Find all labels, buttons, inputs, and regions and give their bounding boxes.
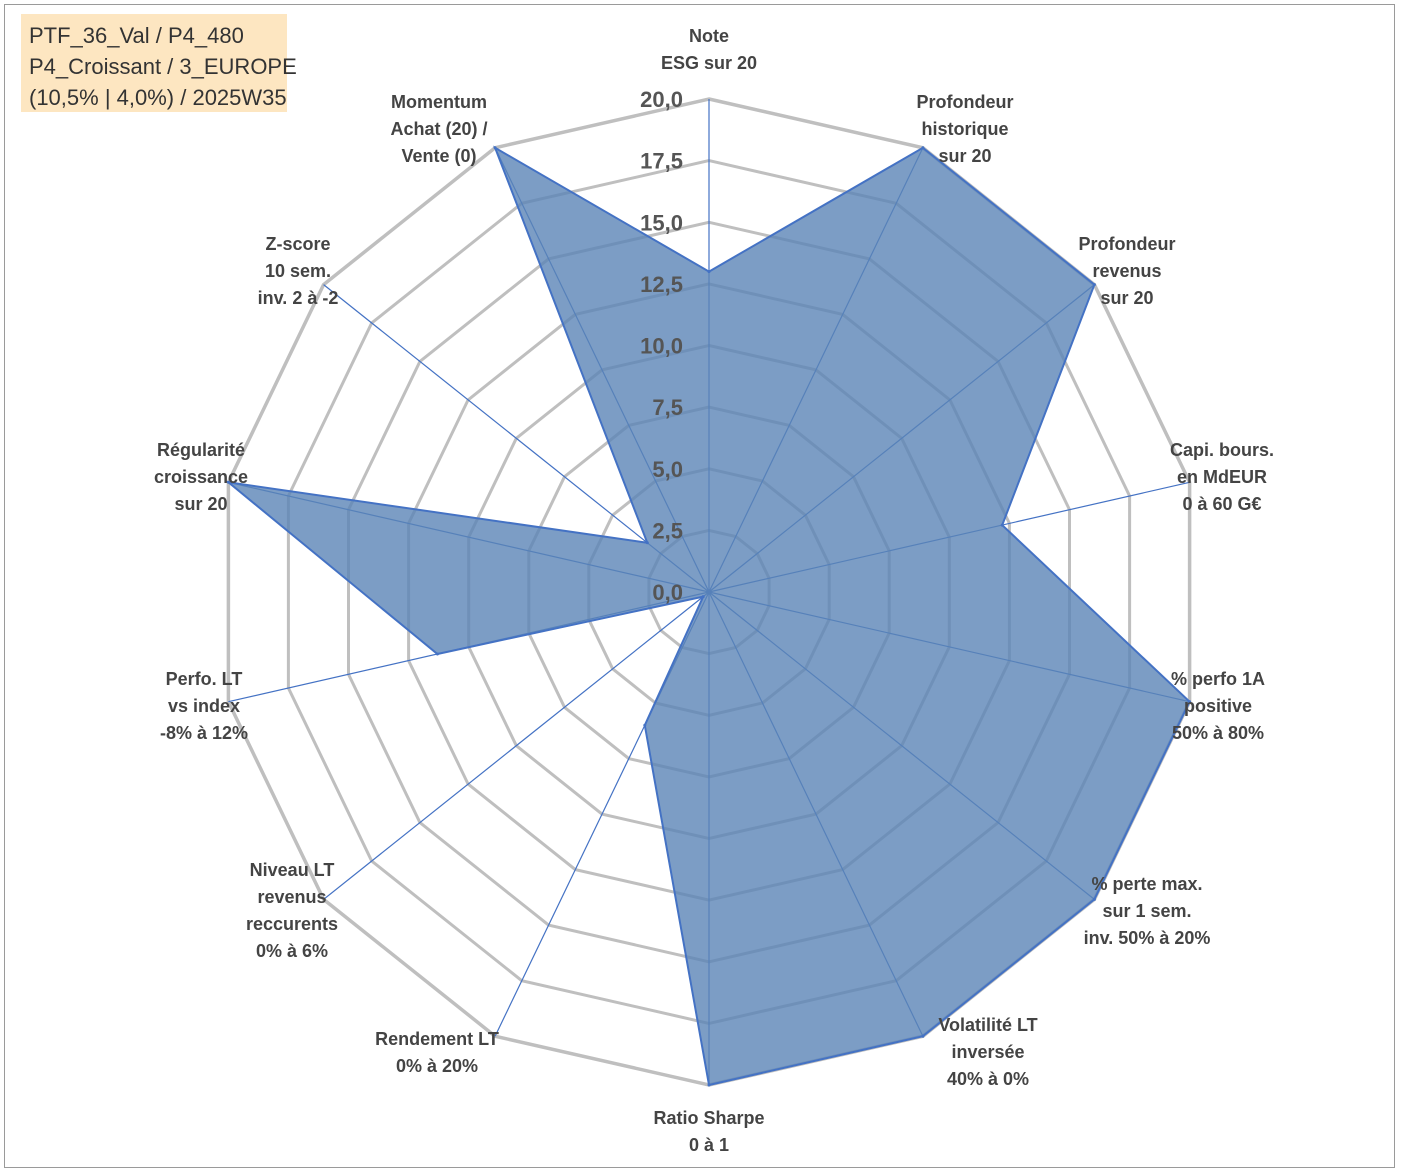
info-line-period: (10,5% | 4,0%) / 2025W35 (29, 85, 287, 110)
axis-label-0-line-0: Note (689, 26, 729, 46)
axis-label-13-line-0: Momentum (391, 92, 487, 112)
axis-label-13-line-2: Vente (0) (401, 146, 476, 166)
axis-label-8-line-0: Rendement LT (375, 1029, 499, 1049)
data-point-10 (435, 652, 439, 656)
axis-label-10-line-1: vs index (168, 696, 240, 716)
axis-label-10-line-2: -8% à 12% (160, 723, 248, 743)
axis-label-3-line-0: Capi. bours. (1170, 440, 1274, 460)
axis-label-0-line-1: ESG sur 20 (661, 53, 757, 73)
axis-label-6-line-2: 40% à 0% (947, 1069, 1029, 1089)
data-point-3 (1000, 523, 1004, 527)
tick-label-5: 12,5 (640, 272, 683, 297)
axis-label-1-line-1: historique (921, 119, 1008, 139)
axis-label-3: Capi. bours. en MdEUR 0 à 60 G€ (1170, 440, 1274, 514)
axis-label-7-line-1: 0 à 1 (689, 1135, 729, 1155)
axis-label-13: Momentum Achat (20) / Vente (0) (390, 92, 487, 166)
axis-label-9-line-2: reccurents (246, 914, 338, 934)
data-point-11 (226, 480, 230, 484)
data-point-13 (493, 146, 497, 150)
axis-label-1-line-2: sur 20 (938, 146, 991, 166)
axis-label-6: Volatilité LT inversée 40% à 0% (938, 1015, 1037, 1089)
axis-label-6-line-1: inversée (951, 1042, 1024, 1062)
radial-tick-labels: 0,0 2,5 5,0 7,5 10,0 12,5 15,0 17,5 20,0 (640, 87, 683, 605)
axis-label-5-line-0: % perte max. (1091, 874, 1202, 894)
axis-label-12-line-1: 10 sem. (265, 261, 331, 281)
axis-label-1-line-0: Profondeur (917, 92, 1014, 112)
axis-label-7-line-0: Ratio Sharpe (653, 1108, 764, 1128)
axis-label-10-line-0: Perfo. LT (166, 669, 243, 689)
axis-label-12: Z-score 10 sem. inv. 2 à -2 (258, 234, 339, 308)
axis-label-3-line-2: 0 à 60 G€ (1182, 494, 1261, 514)
axis-label-9-line-3: 0% à 6% (256, 941, 328, 961)
axis-label-6-line-0: Volatilité LT (938, 1015, 1037, 1035)
axis-label-4-line-1: positive (1184, 696, 1252, 716)
axis-label-12-line-0: Z-score (265, 234, 330, 254)
axis-label-2-line-0: Profondeur (1079, 234, 1176, 254)
axis-label-0: Note ESG sur 20 (661, 26, 757, 73)
tick-label-3: 7,5 (652, 395, 683, 420)
data-point-12 (645, 541, 649, 545)
axis-label-4: % perfo 1A positive 50% à 80% (1171, 669, 1265, 743)
spoke-12 (323, 284, 710, 593)
axis-label-8: Rendement LT 0% à 20% (375, 1029, 499, 1076)
axis-label-11: Régularité croissance sur 20 (154, 440, 248, 514)
tick-label-7: 17,5 (640, 149, 683, 174)
data-point-4 (1188, 700, 1192, 704)
axis-label-3-line-1: en MdEUR (1177, 467, 1267, 487)
axis-label-5-line-1: sur 1 sem. (1102, 901, 1191, 921)
axis-label-9-line-1: revenus (257, 887, 326, 907)
tick-label-8: 20,0 (640, 87, 683, 112)
data-point-7 (707, 1083, 711, 1087)
series-area-0 (224, 145, 1191, 1087)
tick-label-1: 2,5 (652, 518, 683, 543)
portfolio-info-box: PTF_36_Val / P4_480 P4_Croissant / 3_EUR… (21, 14, 297, 112)
tick-label-2: 5,0 (652, 457, 683, 482)
axis-label-5-line-2: inv. 50% à 20% (1084, 928, 1211, 948)
data-point-9 (701, 595, 705, 599)
data-point-8 (643, 723, 647, 727)
axis-label-4-line-2: 50% à 80% (1172, 723, 1264, 743)
axis-label-8-line-1: 0% à 20% (396, 1056, 478, 1076)
axis-label-2-line-1: revenus (1092, 261, 1161, 281)
axis-labels: Note ESG sur 20 Profondeur historique sur 20… (154, 26, 1274, 1155)
info-line-portfolio: PTF_36_Val / P4_480 (29, 23, 244, 48)
data-point-1 (921, 146, 925, 150)
data-point-5 (1092, 897, 1096, 901)
radar-series (224, 145, 1192, 1087)
axis-label-11-line-2: sur 20 (174, 494, 227, 514)
axis-label-13-line-1: Achat (20) / (390, 119, 487, 139)
axis-label-7: Ratio Sharpe 0 à 1 (653, 1108, 764, 1155)
info-line-strategy: P4_Croissant / 3_EUROPE (29, 54, 297, 79)
axis-label-4-line-0: % perfo 1A (1171, 669, 1265, 689)
axis-label-12-line-2: inv. 2 à -2 (258, 288, 339, 308)
spoke-9 (323, 591, 710, 900)
axis-label-9-line-0: Niveau LT (250, 860, 335, 880)
axis-label-5: % perte max. sur 1 sem. inv. 50% à 20% (1084, 874, 1211, 948)
data-point-6 (921, 1034, 925, 1038)
tick-label-4: 10,0 (640, 334, 683, 359)
axis-label-2: Profondeur revenus sur 20 (1079, 234, 1176, 308)
tick-label-0: 0,0 (652, 580, 683, 605)
tick-label-6: 15,0 (640, 210, 683, 235)
data-point-0 (707, 270, 711, 274)
axis-label-10: Perfo. LT vs index -8% à 12% (160, 669, 248, 743)
data-point-2 (1092, 283, 1096, 287)
axis-label-1: Profondeur historique sur 20 (917, 92, 1014, 166)
axis-label-2-line-2: sur 20 (1100, 288, 1153, 308)
axis-label-11-line-0: Régularité (157, 440, 245, 460)
axis-label-9: Niveau LT revenus reccurents 0% à 6% (246, 860, 338, 961)
axis-label-11-line-1: croissance (154, 467, 248, 487)
